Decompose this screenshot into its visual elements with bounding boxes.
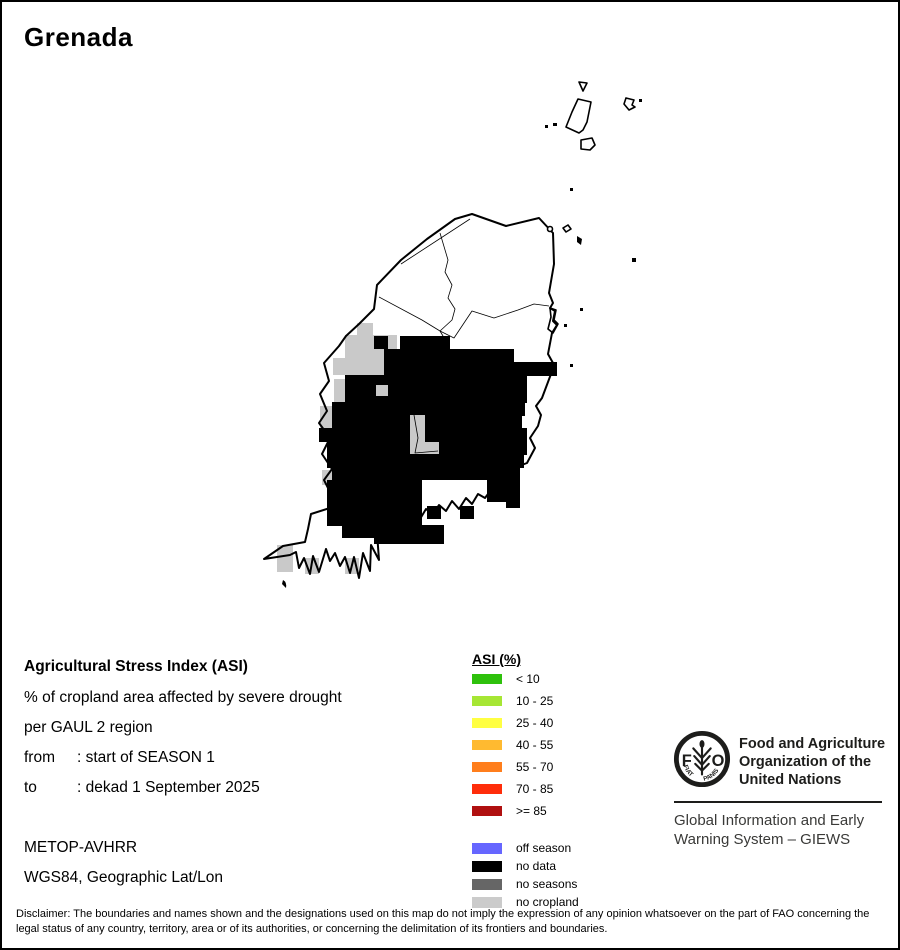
- legend-row: 70 - 85: [472, 782, 579, 796]
- asi-subtitle-1: % of cropland area affected by severe dr…: [24, 689, 342, 706]
- legend-swatch: [472, 718, 502, 728]
- fao-org-line: Food and Agriculture: [739, 736, 886, 752]
- fao-logo-letter-o: O: [712, 752, 725, 770]
- raster-no-data: [319, 336, 557, 544]
- projection-label: WGS84, Geographic Lat/Lon: [24, 869, 224, 886]
- grenadine-islands: [546, 81, 636, 233]
- lagoon-detail: [547, 307, 559, 334]
- legend-row: 40 - 55: [472, 738, 579, 752]
- legend-row: 55 - 70: [472, 760, 579, 774]
- legend-swatch: [472, 784, 502, 794]
- legend-swatch: [472, 806, 502, 816]
- legend-label: 10 - 25: [516, 694, 554, 708]
- grenada-coastline: [263, 213, 558, 579]
- legend-row: no seasons: [472, 877, 579, 891]
- legend-label: 70 - 85: [516, 782, 554, 796]
- legend-row: 25 - 40: [472, 716, 579, 730]
- to-value: : dekad 1 September 2025: [77, 779, 260, 796]
- legend-row: >= 85: [472, 804, 579, 818]
- page-title: Grenada: [24, 22, 133, 52]
- legend-row: no cropland: [472, 895, 579, 909]
- legend-swatch: [472, 674, 502, 684]
- legend-row: off season: [472, 841, 579, 855]
- giews-label: Global Information and Early Warning Sys…: [674, 812, 864, 849]
- legend-label: >= 85: [516, 804, 547, 818]
- legend-row: < 10: [472, 672, 579, 686]
- legend-row: 10 - 25: [472, 694, 579, 708]
- legend-title: ASI (%): [472, 651, 521, 667]
- legend-label: 40 - 55: [516, 738, 554, 752]
- legend-swatch: [472, 740, 502, 750]
- legend-label: no cropland: [516, 895, 579, 909]
- fao-separator: [674, 801, 882, 803]
- from-value: : start of SEASON 1: [77, 749, 215, 766]
- fao-logo-letter-f: F: [682, 752, 692, 770]
- legend-swatch: [472, 842, 502, 854]
- sensor-label: METOP-AVHRR: [24, 839, 138, 856]
- fao-org-line: United Nations: [739, 772, 842, 788]
- legend-swatch: [472, 696, 502, 706]
- legend-label: no data: [516, 859, 557, 873]
- raster-no-cropland-overlay: [376, 385, 439, 454]
- asi-heading: Agricultural Stress Index (ASI): [24, 658, 248, 675]
- legend-swatch: [472, 860, 502, 872]
- giews-line: Warning System – GIEWS: [674, 830, 851, 848]
- raster-gaps: [422, 480, 520, 520]
- legend: ASI (%) < 10 10 - 25 25 - 40 40 - 55 55 …: [472, 651, 579, 913]
- legend-row: no data: [472, 859, 579, 873]
- asi-from-row: from : start of SEASON 1: [24, 749, 215, 767]
- to-label: to: [24, 779, 37, 796]
- legend-label: off season: [516, 841, 572, 855]
- from-label: from: [24, 749, 55, 766]
- legend-label: 55 - 70: [516, 760, 554, 774]
- legend-swatch: [472, 896, 502, 908]
- legend-swatch: [472, 878, 502, 890]
- asi-to-row: to : dekad 1 September 2025: [24, 779, 260, 797]
- fao-logo-icon: F O FIAT PANIS: [673, 730, 731, 788]
- asi-subtitle-2: per GAUL 2 region: [24, 719, 153, 736]
- asi-map: [263, 81, 642, 588]
- giews-line: Global Information and Early: [674, 812, 865, 829]
- fao-org-name: Food and Agriculture Organization of the…: [739, 735, 885, 789]
- islets: [282, 99, 642, 588]
- legend-label: 25 - 40: [516, 716, 554, 730]
- disclaimer-text: Disclaimer: The boundaries and names sho…: [16, 908, 870, 935]
- legend-swatch: [472, 762, 502, 772]
- legend-label: no seasons: [516, 877, 578, 891]
- legend-label: < 10: [516, 672, 540, 686]
- fao-org-line: Organization of the: [739, 754, 872, 770]
- admin-boundaries: [378, 218, 550, 355]
